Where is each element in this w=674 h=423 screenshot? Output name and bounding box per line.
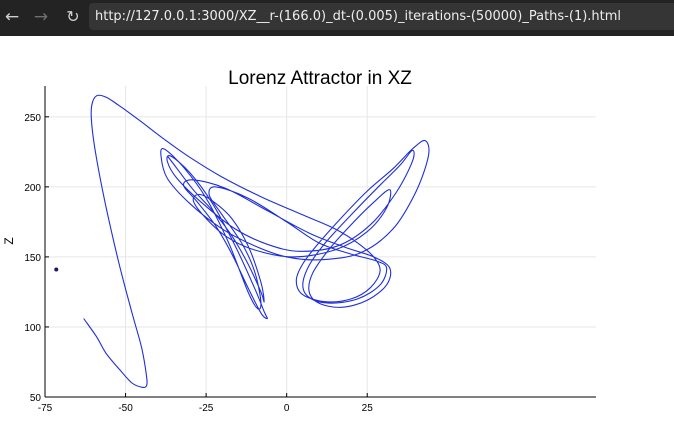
arrow-left-icon[interactable]: ← bbox=[4, 7, 20, 27]
start-point-marker bbox=[54, 267, 59, 272]
y-axis-label: Z bbox=[2, 237, 16, 244]
x-tick-label: -25 bbox=[199, 403, 214, 414]
address-bar[interactable]: http://127.0.0.1:3000/XZ__r-(166.0)_dt-(… bbox=[89, 3, 674, 30]
y-tick-label: 100 bbox=[24, 323, 41, 334]
x-tick-label: 25 bbox=[362, 403, 374, 414]
x-tick-label: 0 bbox=[284, 403, 290, 414]
y-tick-label: 50 bbox=[30, 393, 42, 404]
chart-title: Lorenz Attractor in XZ bbox=[228, 68, 412, 89]
page-content: -75 -50 -25 0 25 50 100 150 200 250 Lorenz Attrac… bbox=[0, 36, 674, 423]
browser-toolbar: ← → ↻ http://127.0.0.1:3000/XZ__r-(166.0… bbox=[0, 0, 674, 36]
reload-icon[interactable]: ↻ bbox=[66, 7, 80, 26]
y-tick-label: 150 bbox=[24, 253, 41, 264]
x-tick-label: -75 bbox=[38, 403, 53, 414]
arrow-right-icon[interactable]: → bbox=[33, 7, 49, 27]
x-tick-label: -50 bbox=[118, 403, 133, 414]
series-layer bbox=[54, 94, 430, 389]
axes: -75 -50 -25 0 25 50 100 150 200 250 bbox=[24, 86, 596, 414]
y-tick-label: 250 bbox=[24, 113, 41, 124]
series-line bbox=[83, 94, 430, 389]
lorenz-chart: -75 -50 -25 0 25 50 100 150 200 250 Lorenz Attrac… bbox=[2, 68, 596, 414]
y-tick-label: 200 bbox=[24, 183, 41, 194]
